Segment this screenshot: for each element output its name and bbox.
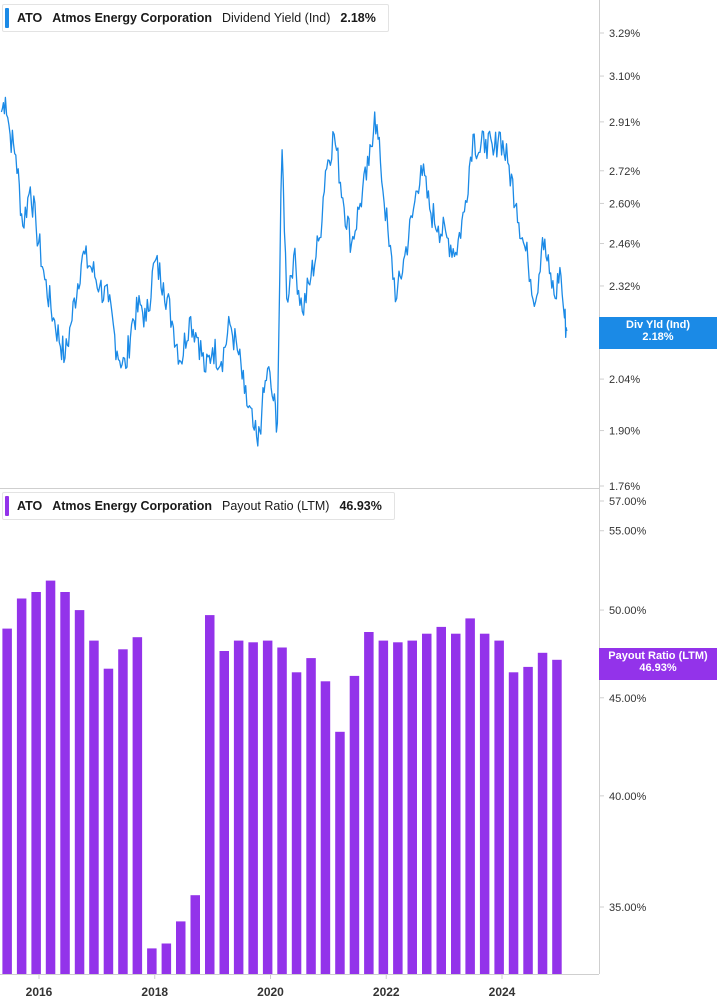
yield-y-tick-label: 1.90% (609, 426, 640, 438)
payout-bar (248, 642, 258, 974)
dividend-yield-plot (0, 96, 568, 447)
yield-legend-ticker: ATO (17, 11, 43, 25)
payout-flag-value: 46.93% (639, 662, 677, 674)
yield-legend-value: 2.18% (340, 11, 376, 25)
payout-bar (508, 672, 519, 974)
payout-legend-company: Atmos Energy Corporation (52, 499, 212, 513)
payout-bar (436, 626, 446, 974)
yield-y-tick-label: 1.76% (609, 481, 640, 493)
yield-flag-value: 2.18% (642, 331, 674, 343)
x-tick-label: 2018 (141, 985, 168, 999)
payout-bar (190, 895, 200, 974)
payout-bar (161, 943, 172, 974)
payout-bar (320, 681, 331, 974)
payout-y-tick-label: 45.00% (609, 693, 647, 705)
yield-legend: ATO Atmos Energy Corporation Dividend Yi… (2, 4, 389, 32)
payout-bar (378, 640, 389, 974)
payout-y-tick-label: 50.00% (609, 605, 647, 617)
payout-bar (451, 633, 461, 974)
payout-bar (407, 640, 417, 974)
payout-bar (132, 637, 143, 974)
payout-bar (479, 633, 490, 974)
payout-bar (205, 615, 215, 974)
payout-bar (465, 618, 475, 974)
payout-bar (219, 651, 229, 974)
yield-legend-company: Atmos Energy Corporation (52, 11, 212, 25)
x-tick-label: 2016 (26, 985, 53, 999)
yield-y-tick-label: 2.91% (609, 117, 640, 129)
payout-bar (494, 640, 504, 974)
payout-bar (335, 731, 345, 974)
payout-legend: ATO Atmos Energy Corporation Payout Rati… (2, 492, 395, 520)
payout-value-flag: Payout Ratio (LTM) 46.93% (599, 648, 717, 680)
payout-bar (45, 580, 56, 974)
yield-y-tick-label: 3.10% (609, 71, 640, 83)
payout-y-tick-label: 40.00% (609, 791, 647, 803)
yield-flag-label: Div Yld (Ind) (626, 319, 690, 331)
yield-y-tick-label: 2.04% (609, 374, 640, 386)
payout-bar (393, 642, 403, 974)
payout-bar (364, 632, 374, 974)
payout-bar (31, 592, 41, 974)
yield-line (0, 96, 568, 447)
payout-bar (16, 598, 27, 974)
payout-bar (74, 610, 85, 974)
yield-y-tick-label: 2.60% (609, 198, 640, 210)
yield-y-tick-label: 3.29% (609, 28, 640, 40)
yield-y-tick-label: 2.46% (609, 239, 640, 251)
yield-legend-swatch (5, 8, 9, 28)
payout-bar (349, 675, 360, 974)
payout-bar (118, 649, 128, 974)
payout-bar (147, 948, 157, 974)
payout-bar (291, 672, 302, 974)
payout-bar (233, 640, 244, 974)
payout-bar (277, 647, 287, 974)
payout-bar (103, 668, 114, 974)
payout-legend-ticker: ATO (17, 499, 43, 513)
payout-bar (2, 628, 12, 974)
payout-bar (89, 640, 99, 974)
payout-legend-value: 46.93% (339, 499, 382, 513)
payout-bar (523, 666, 533, 974)
payout-ratio-plot (2, 580, 562, 974)
x-tick-label: 2020 (257, 985, 284, 999)
payout-legend-metric: Payout Ratio (LTM) (221, 499, 330, 513)
payout-y-tick-label: 57.00% (609, 496, 647, 508)
payout-bar (552, 659, 562, 974)
payout-y-tick-label: 35.00% (609, 902, 647, 914)
yield-y-tick-label: 2.32% (609, 281, 640, 293)
x-tick-label: 2024 (489, 985, 516, 999)
payout-bar (537, 652, 548, 974)
x-tick-label: 2022 (373, 985, 400, 999)
yield-y-tick-label: 2.72% (609, 166, 640, 178)
yield-legend-metric: Dividend Yield (Ind) (221, 11, 331, 25)
payout-bar (176, 921, 186, 974)
payout-y-tick-label: 55.00% (609, 526, 647, 538)
payout-bar (60, 592, 70, 974)
payout-bar (422, 633, 432, 974)
payout-flag-label: Payout Ratio (LTM) (608, 650, 708, 662)
payout-legend-swatch (5, 496, 9, 516)
payout-bar (262, 640, 273, 974)
payout-bar (306, 658, 316, 974)
yield-value-flag: Div Yld (Ind) 2.18% (599, 317, 717, 349)
